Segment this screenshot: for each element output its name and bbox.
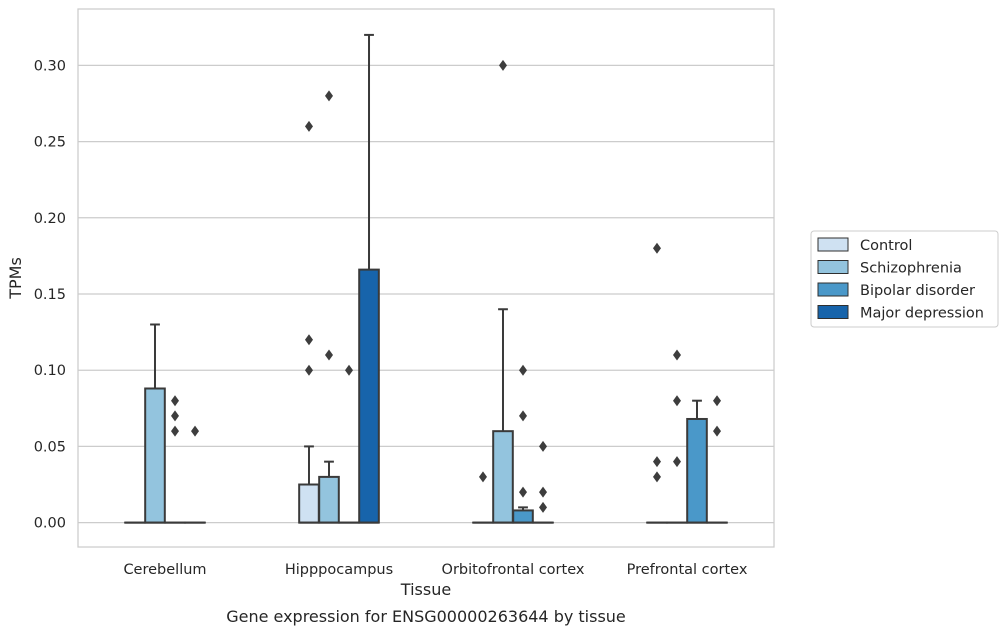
y-tick-label: 0.20 [34,211,66,227]
outlier-point [713,395,722,407]
outlier-point [191,425,200,437]
outlier-point [519,410,528,422]
x-tick-label: Hipppocampus [285,562,393,578]
outlier-point [713,425,722,437]
x-tick-label: Cerebellum [123,562,206,578]
outlier-point [498,59,507,71]
y-tick-label: 0.10 [34,363,66,379]
outlier-point [652,471,661,483]
outlier-point [345,364,354,376]
y-tick-label: 0.15 [34,287,66,303]
box-1-0 [144,323,166,524]
outlier-point [304,334,313,346]
x-axis-title: Tissue [400,580,451,599]
outliers-layer [171,59,722,513]
legend-label: Control [860,238,912,254]
outlier-point [519,364,528,376]
outlier-point [672,395,681,407]
outlier-point [539,501,548,513]
y-tick-label: 0.25 [34,135,66,151]
legend-label: Major depression [860,306,984,322]
outlier-point [304,120,313,132]
outlier-point [652,242,661,254]
outlier-point [652,456,661,468]
legend-swatch [817,237,849,252]
outlier-point [672,349,681,361]
y-tick-label: 0.30 [34,58,66,74]
outlier-point [324,90,333,102]
legend-label: Schizophrenia [860,261,962,277]
chart-caption: Gene expression for ENSG00000263644 by t… [226,607,626,626]
outlier-point [478,471,487,483]
x-tick-label: Prefrontal cortex [627,562,748,578]
outlier-point [171,410,180,422]
y-tick-label: 0.00 [34,516,66,532]
box-1-2 [492,308,514,524]
box-3-1 [358,33,380,524]
box-2-2 [512,506,534,524]
outlier-point [519,486,528,498]
outlier-point [304,364,313,376]
outlier-point [171,425,180,437]
y-axis-title: TPMs [6,257,25,300]
x-axis-ticks: Cerebellum Hipppocampus Orbitofrontal cort… [123,562,747,578]
legend-label: Bipolar disorder [860,283,975,299]
outlier-point [324,349,333,361]
y-axis-ticks: 0.00 0.05 0.10 0.15 0.20 0.25 0.30 [34,58,66,531]
legend-swatch [817,260,849,274]
legend-swatch [817,305,849,319]
box-1-1 [318,460,340,524]
plot-area-frame [77,8,775,548]
boxes-layer [124,33,728,524]
outlier-point [171,395,180,407]
legend: Control Schizophrenia Bipolar disorder Majo… [810,230,999,328]
outlier-point [539,440,548,452]
outlier-point [539,486,548,498]
legend-frame [810,230,999,328]
legend-swatch [817,282,849,297]
outlier-point [672,456,681,468]
y-tick-label: 0.05 [34,439,66,455]
x-tick-label: Orbitofrontal cortex [442,562,585,578]
box-2-3 [686,399,708,524]
